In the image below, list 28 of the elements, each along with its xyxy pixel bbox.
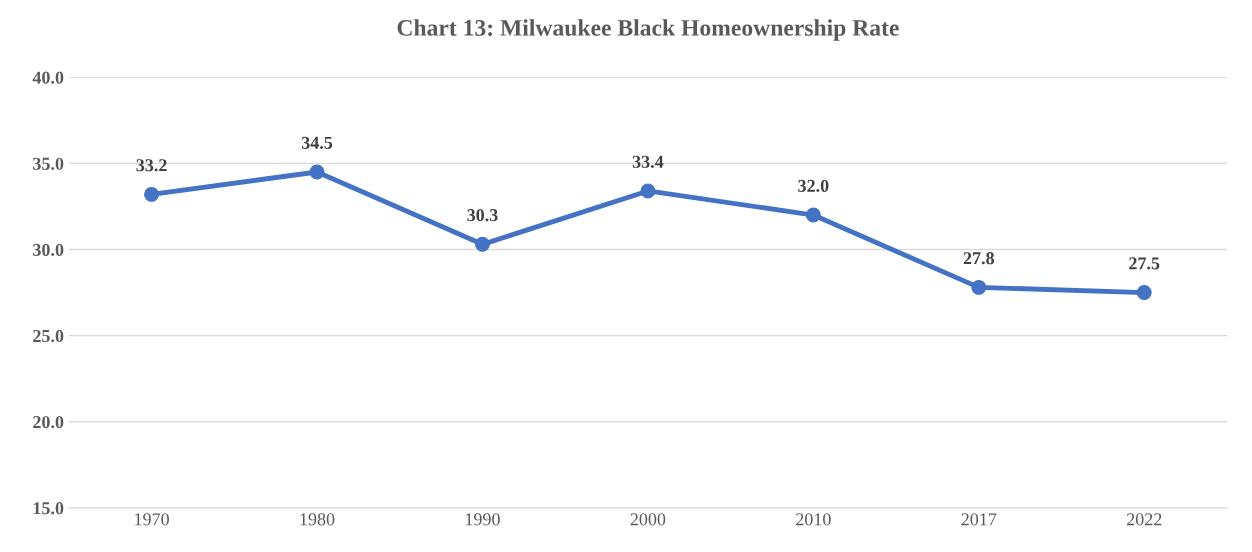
data-label: 27.8 bbox=[963, 252, 994, 265]
data-label: 27.5 bbox=[1129, 257, 1160, 270]
y-tick-label: 15.0 bbox=[33, 502, 64, 515]
y-tick-label: 25.0 bbox=[33, 329, 64, 343]
point bbox=[1136, 285, 1152, 301]
data-label: 34.5 bbox=[301, 136, 333, 149]
point bbox=[971, 279, 987, 295]
data-label: 33.4 bbox=[632, 155, 664, 168]
x-tick-label: 1980 bbox=[300, 513, 335, 526]
x-tick-label: 2000 bbox=[630, 513, 666, 526]
point bbox=[475, 236, 490, 252]
x-tick-label: 2022 bbox=[1126, 513, 1162, 526]
y-tick-label: 30.0 bbox=[33, 243, 64, 257]
y-tick-label: 40.0 bbox=[32, 71, 64, 84]
point bbox=[309, 164, 325, 180]
point bbox=[640, 183, 656, 199]
chart-title: Chart 13: Milwaukee Black Homeownership Rate bbox=[397, 19, 899, 41]
x-tick-label: 1990 bbox=[466, 513, 500, 526]
point bbox=[144, 186, 160, 202]
y-tick-label: 20.0 bbox=[33, 415, 64, 429]
y-tick-label: 35.0 bbox=[33, 157, 64, 170]
x-tick-label: 1970 bbox=[135, 513, 169, 526]
data-label: 33.2 bbox=[136, 159, 167, 172]
data-label: 32.0 bbox=[798, 179, 829, 193]
point bbox=[805, 207, 821, 223]
x-tick-label: 2010 bbox=[796, 513, 831, 526]
x-tick-label: 2017 bbox=[961, 513, 997, 526]
data-label: 30.3 bbox=[467, 209, 498, 222]
